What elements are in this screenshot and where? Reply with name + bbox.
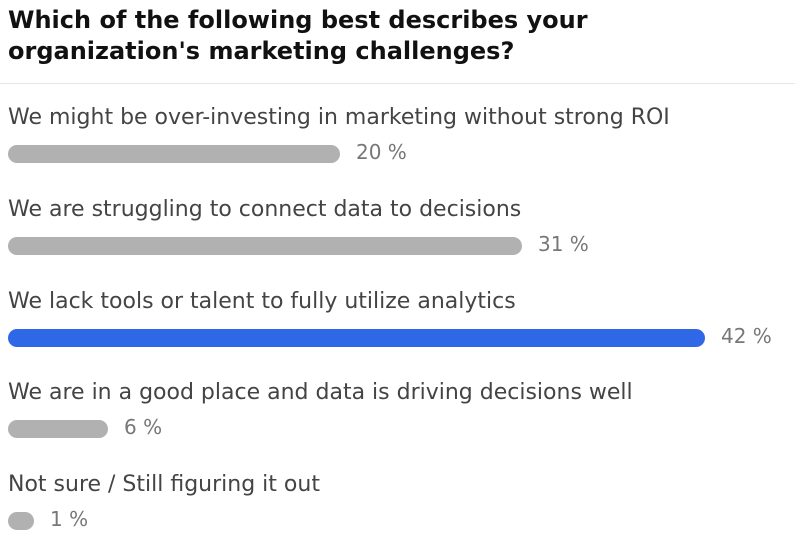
poll-option[interactable]: We are struggling to connect data to dec… bbox=[8, 195, 788, 275]
result-row: 31 % bbox=[8, 231, 788, 257]
result-bar bbox=[8, 420, 108, 438]
option-label: Not sure / Still figuring it out bbox=[8, 472, 320, 497]
percent-label: 31 % bbox=[538, 232, 589, 256]
result-bar bbox=[8, 237, 522, 255]
poll-question: Which of the following best describes yo… bbox=[8, 6, 588, 65]
result-bar bbox=[8, 329, 705, 347]
percent-label: 1 % bbox=[50, 507, 89, 531]
percent-label: 6 % bbox=[124, 415, 163, 439]
poll-option[interactable]: We are in a good place and data is drivi… bbox=[8, 378, 788, 458]
result-row: 1 % bbox=[8, 506, 788, 532]
result-bar bbox=[8, 512, 34, 530]
poll-option[interactable]: Not sure / Still figuring it out 1 % bbox=[8, 470, 788, 550]
result-bar bbox=[8, 145, 340, 163]
result-row: 6 % bbox=[8, 414, 788, 440]
result-row: 20 % bbox=[8, 139, 788, 165]
poll-option[interactable]: We might be over-investing in marketing … bbox=[8, 103, 788, 183]
header-divider bbox=[0, 83, 795, 84]
percent-label: 42 % bbox=[721, 324, 772, 348]
percent-label: 20 % bbox=[356, 140, 407, 164]
option-label: We lack tools or talent to fully utilize… bbox=[8, 289, 516, 314]
poll-option[interactable]: We lack tools or talent to fully utilize… bbox=[8, 287, 788, 367]
option-label: We are in a good place and data is drivi… bbox=[8, 380, 633, 405]
result-row: 42 % bbox=[8, 323, 788, 349]
option-label: We are struggling to connect data to dec… bbox=[8, 197, 522, 222]
option-label: We might be over-investing in marketing … bbox=[8, 105, 670, 130]
